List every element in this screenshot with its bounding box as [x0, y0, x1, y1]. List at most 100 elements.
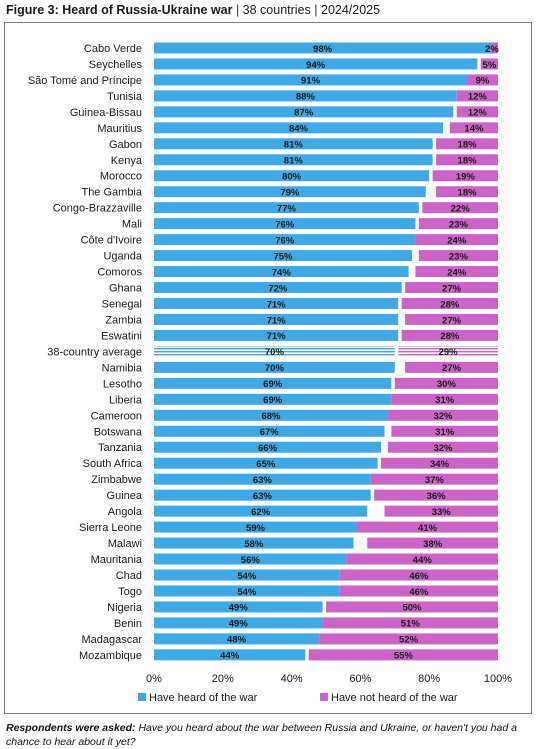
figure-title-main: Figure 3: Heard of Russia-Ukraine war	[6, 3, 233, 17]
bar-heard-mauritania	[154, 553, 347, 565]
data-label-not-heard-gabon: 18%	[458, 140, 478, 151]
bar-heard-botswana	[154, 425, 385, 437]
data-label-heard-malawi: 58%	[244, 539, 264, 550]
data-label-heard-comoros: 74%	[272, 267, 292, 278]
data-label-not-heard-s-o-tom-and-pr-ncipe: 9%	[476, 76, 490, 87]
bar-not-heard-mauritania	[346, 553, 498, 565]
bar-not-heard-lesotho	[394, 377, 498, 389]
data-label-heard-nigeria: 49%	[229, 603, 249, 614]
category-label-38-country-average: 38-country average	[47, 346, 142, 358]
bar-not-heard-malawi	[367, 537, 498, 549]
bar-heard-chad	[154, 569, 340, 581]
category-label-the-gambia: The Gambia	[81, 187, 142, 199]
data-label-heard-s-o-tom-and-pr-ncipe: 91%	[301, 76, 321, 87]
category-label-mauritius: Mauritius	[97, 123, 142, 135]
bar-not-heard-the-gambia	[436, 186, 498, 198]
bar-heard-malawi	[154, 537, 354, 549]
bar-heard-mozambique	[154, 649, 306, 661]
category-label-sierra-leone: Sierra Leone	[79, 522, 142, 534]
bar-heard-tanzania	[154, 441, 382, 453]
bar-not-heard-mauritius	[449, 122, 498, 134]
category-label-madagascar: Madagascar	[81, 634, 142, 646]
bar-heard-nigeria	[154, 601, 323, 613]
bar-not-heard-namibia	[405, 361, 498, 373]
bar-not-heard-south-africa	[381, 457, 498, 469]
bar-not-heard-guinea-bissau	[456, 106, 498, 118]
data-label-heard-kenya: 81%	[284, 156, 304, 167]
bar-heard-sierra-leone	[154, 521, 357, 533]
data-label-heard-morocco: 80%	[282, 172, 302, 183]
category-label-zimbabwe: Zimbabwe	[91, 474, 142, 486]
data-label-not-heard-morocco: 19%	[456, 172, 476, 183]
data-label-not-heard-uganda: 23%	[449, 251, 469, 262]
category-label-tanzania: Tanzania	[98, 442, 143, 454]
data-label-heard-eswatini: 71%	[267, 331, 287, 342]
category-label-cabo-verde: Cabo Verde	[84, 43, 142, 55]
bar-not-heard-zambia	[405, 313, 498, 325]
category-label-south-africa: South Africa	[83, 458, 143, 470]
figure-title-period: 2024/2025	[321, 3, 381, 17]
data-label-heard-ghana: 72%	[268, 283, 288, 294]
bar-not-heard-liberia	[391, 393, 498, 405]
category-label-c-te-d-ivoire: Côte d'Ivoire	[81, 235, 142, 247]
category-label-cameroon: Cameroon	[91, 410, 142, 422]
data-label-heard-angola: 62%	[251, 507, 271, 518]
data-label-heard-senegal: 71%	[267, 299, 287, 310]
category-label-mali: Mali	[122, 219, 142, 231]
bar-heard-cabo-verde	[154, 42, 492, 54]
data-label-not-heard-botswana: 31%	[435, 427, 455, 438]
bar-heard-uganda	[154, 250, 412, 262]
data-label-heard-sierra-leone: 59%	[246, 523, 266, 534]
category-label-botswana: Botswana	[94, 426, 143, 438]
bar-not-heard-s-o-tom-and-pr-ncipe	[467, 74, 498, 86]
category-label-seychelles: Seychelles	[89, 59, 143, 71]
bar-not-heard-sierra-leone	[356, 521, 498, 533]
data-label-not-heard-seychelles: 5%	[483, 60, 497, 71]
data-label-heard-mauritania: 56%	[241, 555, 261, 566]
data-label-heard-mozambique: 44%	[220, 651, 240, 662]
bar-heard-congo-brazzaville	[154, 202, 419, 214]
bar-heard-ghana	[154, 282, 402, 294]
bar-heard-madagascar	[154, 633, 320, 645]
data-label-heard-the-gambia: 79%	[280, 188, 300, 199]
data-label-not-heard-mauritania: 44%	[413, 555, 433, 566]
data-label-heard-togo: 54%	[237, 587, 257, 598]
bar-heard-mauritius	[154, 122, 443, 134]
data-label-heard-38-country-average: 70%	[265, 347, 285, 358]
data-label-heard-tunisia: 88%	[296, 92, 316, 103]
bar-not-heard-zimbabwe	[370, 473, 498, 485]
data-label-not-heard-angola: 33%	[432, 507, 452, 518]
bar-heard-guinea-bissau	[154, 106, 454, 118]
data-label-not-heard-togo: 46%	[409, 587, 429, 598]
bar-not-heard-cabo-verde	[491, 42, 498, 54]
x-tick-label: 40%	[281, 673, 303, 685]
data-label-heard-c-te-d-ivoire: 76%	[275, 235, 295, 246]
bar-not-heard-togo	[339, 585, 498, 597]
bar-not-heard-benin	[322, 617, 498, 629]
data-label-heard-liberia: 69%	[263, 395, 283, 406]
category-label-senegal: Senegal	[102, 299, 142, 311]
footnote: Respondents were asked: Have you heard a…	[6, 721, 532, 749]
data-label-not-heard-comoros: 24%	[447, 267, 467, 278]
category-label-angola: Angola	[108, 506, 143, 518]
data-label-not-heard-cameroon: 32%	[433, 411, 453, 422]
data-label-not-heard-the-gambia: 18%	[458, 188, 478, 199]
data-label-heard-botswana: 67%	[260, 427, 280, 438]
bar-heard-guinea	[154, 489, 371, 501]
data-label-not-heard-eswatini: 28%	[440, 331, 460, 342]
bar-not-heard-congo-brazzaville	[422, 202, 498, 214]
data-label-heard-congo-brazzaville: 77%	[277, 203, 297, 214]
data-label-not-heard-guinea-bissau: 12%	[468, 108, 488, 119]
category-label-uganda: Uganda	[103, 251, 142, 263]
data-label-not-heard-38-country-average: 29%	[439, 347, 459, 358]
data-label-heard-mauritius: 84%	[289, 124, 309, 135]
data-label-heard-zimbabwe: 63%	[253, 475, 273, 486]
category-label-gabon: Gabon	[109, 139, 142, 151]
category-label-congo-brazzaville: Congo-Brazzaville	[53, 203, 142, 215]
category-label-eswatini: Eswatini	[101, 330, 142, 342]
data-label-not-heard-guinea: 36%	[427, 491, 447, 502]
bar-not-heard-kenya	[436, 154, 498, 166]
data-label-not-heard-congo-brazzaville: 22%	[451, 203, 471, 214]
data-label-not-heard-benin: 51%	[401, 619, 421, 630]
